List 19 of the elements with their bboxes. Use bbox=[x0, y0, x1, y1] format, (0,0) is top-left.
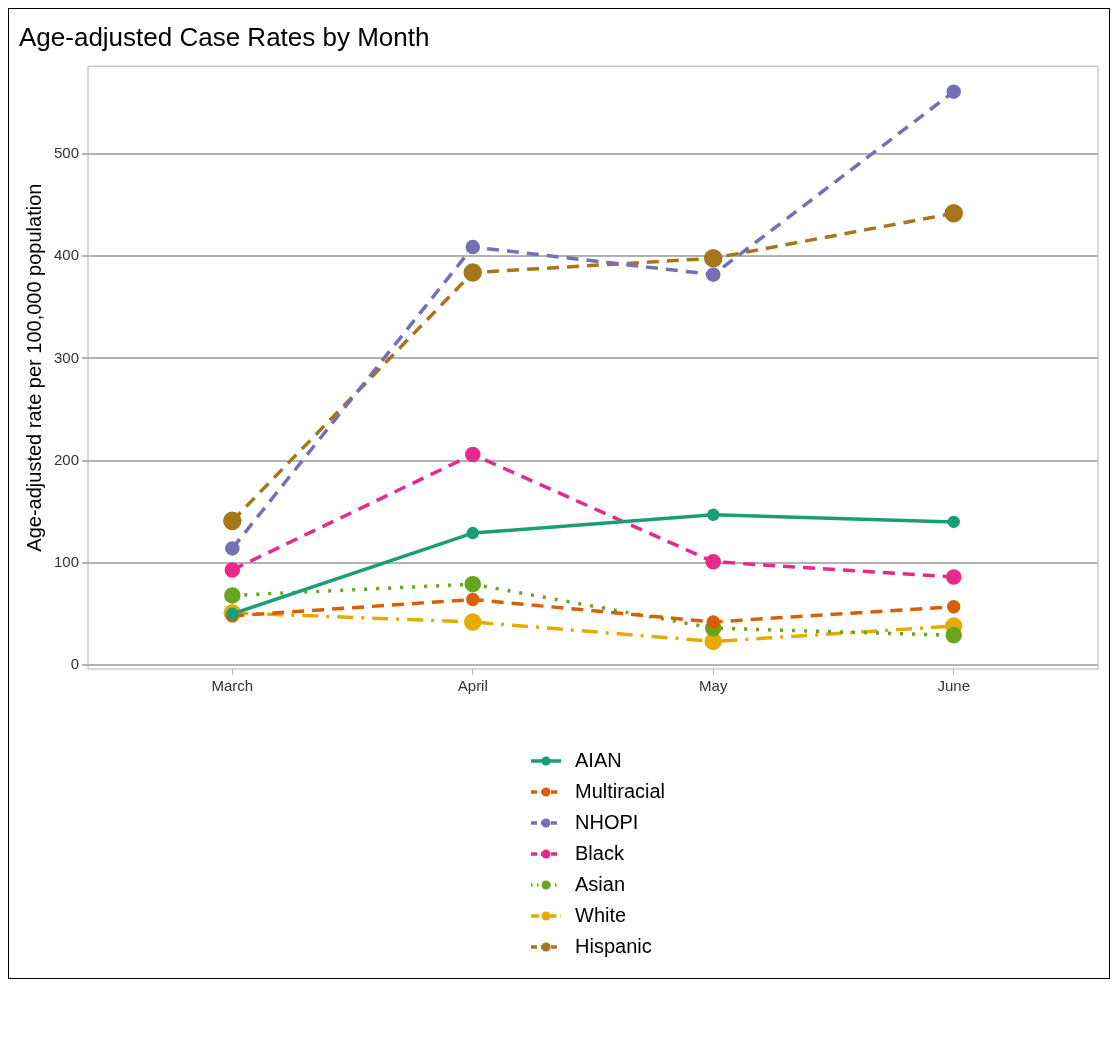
chart-title: Age-adjusted Case Rates by Month bbox=[19, 21, 430, 52]
y-tick-label: 0 bbox=[70, 655, 80, 673]
y-tick-label: 300 bbox=[54, 348, 80, 366]
legend-label: Multiracial bbox=[575, 780, 666, 803]
legend-label: Hispanic bbox=[575, 935, 652, 958]
y-axis-title: Age-adjusted rate per 100,000 population bbox=[22, 183, 45, 552]
legend-label: White bbox=[575, 904, 627, 927]
y-tick-label: 100 bbox=[54, 552, 80, 570]
x-tick-label: June bbox=[937, 677, 970, 695]
x-tick-label: April bbox=[457, 677, 488, 695]
y-tick-label: 200 bbox=[54, 450, 80, 468]
legend-label: AIAN bbox=[575, 749, 622, 772]
legend-label: Black bbox=[575, 842, 624, 865]
x-tick-label: March bbox=[211, 677, 254, 695]
x-tick-label: May bbox=[699, 677, 728, 695]
legend-label: Asian bbox=[575, 873, 626, 896]
y-tick-label: 500 bbox=[54, 144, 80, 162]
legend-label: NHOPI bbox=[575, 811, 639, 834]
y-tick-label: 400 bbox=[54, 246, 80, 264]
